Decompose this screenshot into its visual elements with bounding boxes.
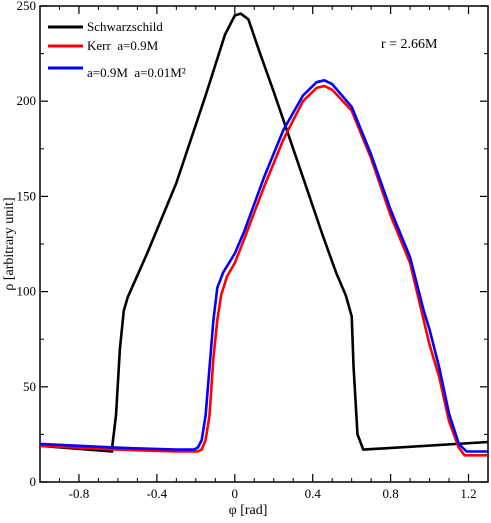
y-tick-label: 100 (17, 284, 37, 299)
x-tick-label: -0.4 (147, 486, 168, 501)
series-kerr-quadrupole (39, 79, 488, 453)
x-axis: -0.8 -0.4 0 0.4 0.8 1.2 (39, 6, 489, 501)
y-tick-label: 200 (17, 93, 37, 108)
series-layer (39, 12, 489, 457)
x-tick-label: 0 (232, 486, 239, 501)
legend: Schwarzschild Kerr a=0.9M a=0.9M a=0.01M… (48, 19, 186, 80)
plot-area (39, 5, 489, 483)
y-tick-label: 0 (30, 474, 37, 489)
y-axis-label: ρ [arbitrary unit] (2, 197, 17, 290)
y-tick-label: 250 (17, 0, 37, 13)
x-axis-label: φ [rad] (229, 503, 268, 518)
y-axis: 0 50 100 150 200 250 (17, 0, 488, 489)
annotation-radius: r = 2.66M (381, 37, 438, 52)
series-kerr (39, 84, 488, 457)
x-tick-label: 0.4 (305, 486, 322, 501)
y-tick-label: 150 (17, 188, 37, 203)
legend-label-quadrupole: a=0.9M a=0.01M² (87, 65, 186, 80)
x-tick-label: 1.2 (460, 486, 476, 501)
x-tick-label: 0.8 (382, 486, 398, 501)
legend-label-kerr: Kerr a=0.9M (87, 38, 159, 53)
y-tick-label: 50 (23, 379, 36, 394)
legend-label-schwarzschild: Schwarzschild (87, 19, 163, 34)
series-schwarzschild (39, 12, 489, 453)
x-tick-label: -0.8 (69, 486, 90, 501)
